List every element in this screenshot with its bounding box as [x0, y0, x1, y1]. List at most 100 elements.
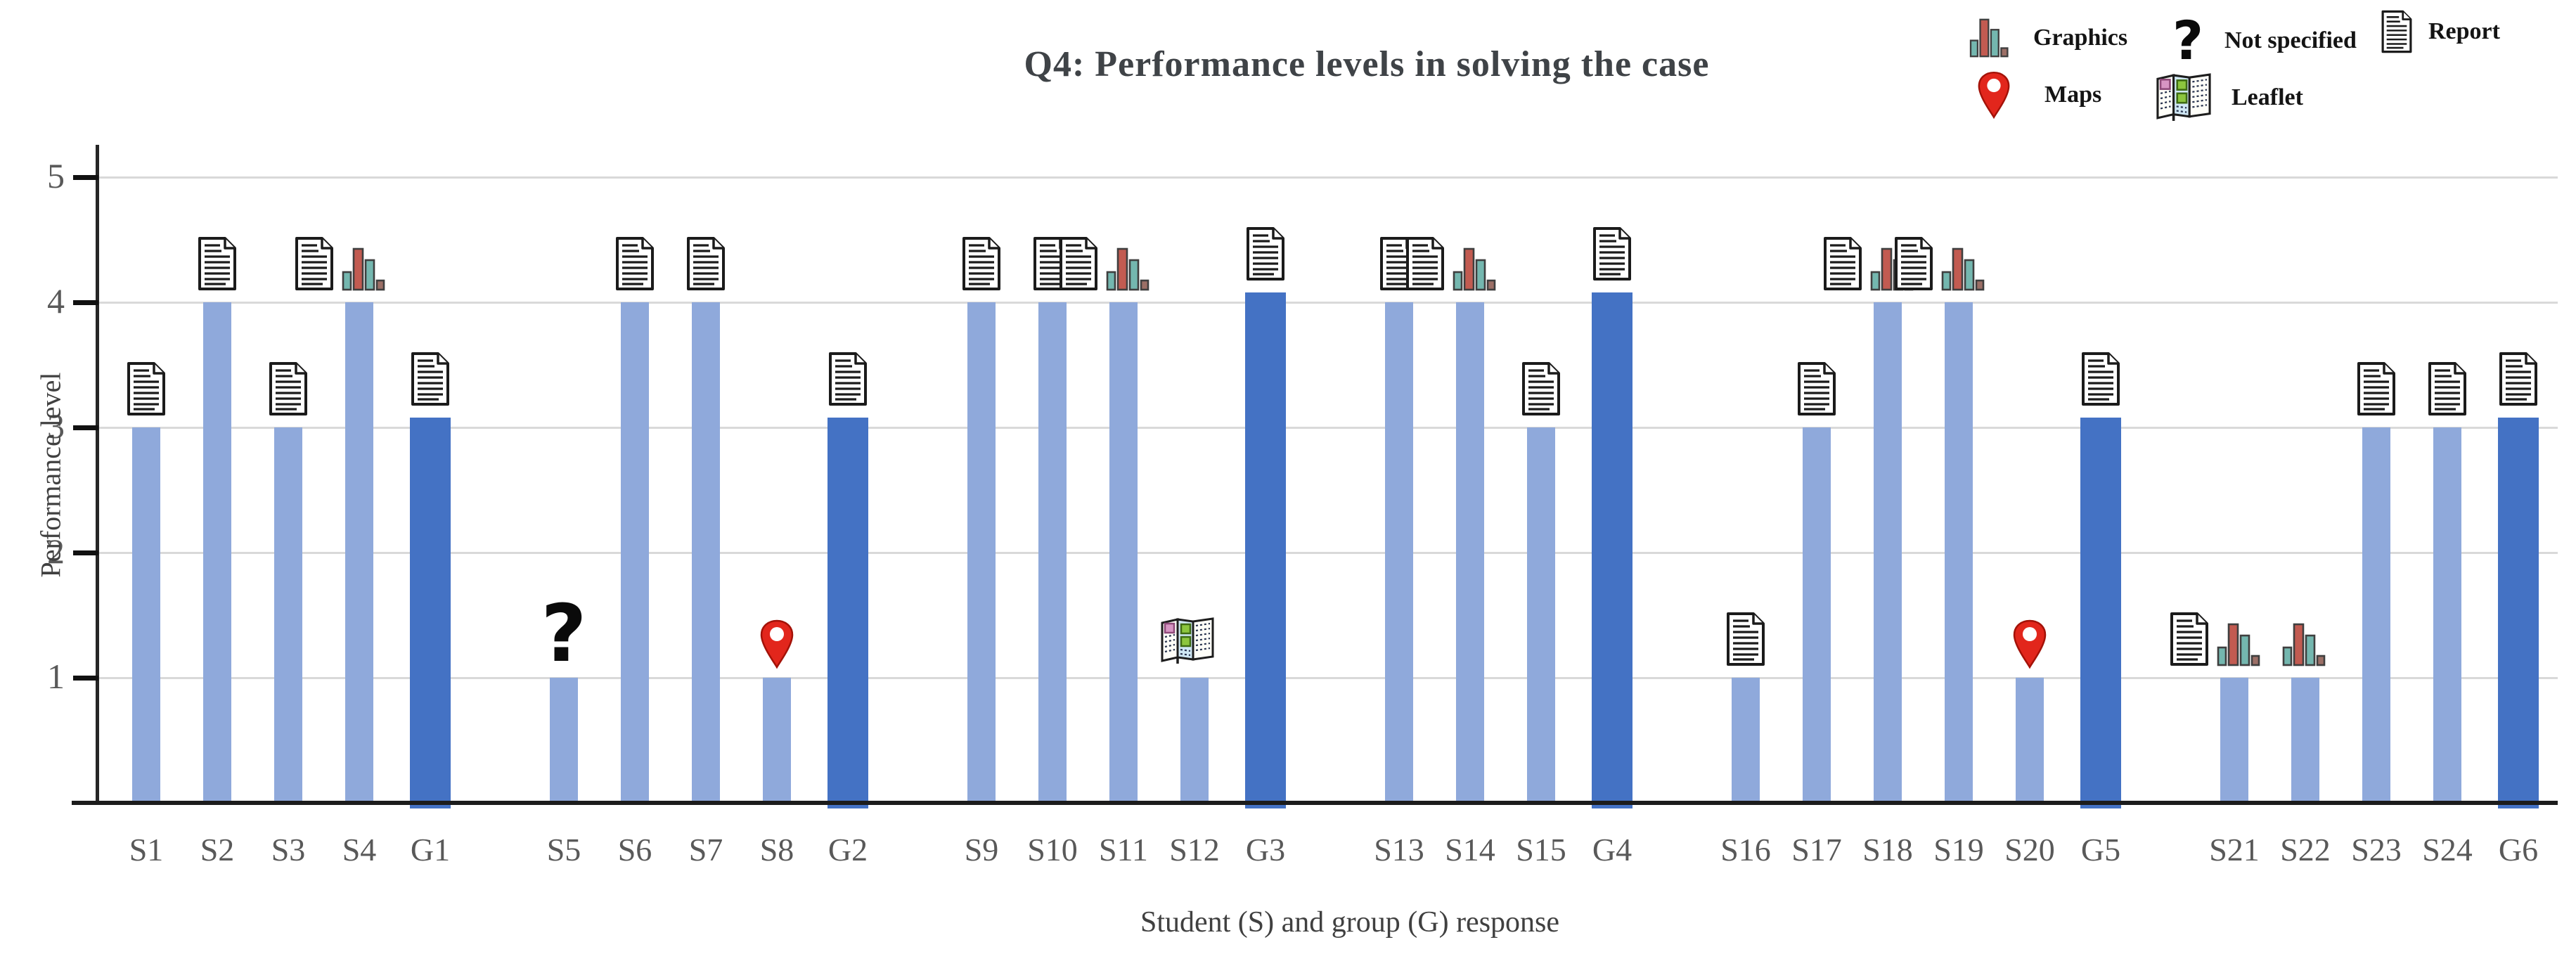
maps-icon [758, 619, 796, 669]
y-tick-label: 1 [47, 657, 65, 696]
graphics-icon [1963, 18, 2018, 58]
gridline [98, 677, 2558, 679]
report-icon [1521, 361, 1561, 416]
report-icon [2499, 352, 2538, 406]
legend-item-graphics: Graphics [1963, 18, 2127, 58]
x-tick-label-s11: S11 [1099, 832, 1148, 868]
x-tick-label-g1: G1 [410, 832, 451, 868]
x-axis-title: Student (S) and group (G) response [1140, 906, 1560, 939]
bar-g6 [2498, 418, 2539, 808]
y-tick [73, 550, 98, 555]
bar-s21 [2220, 678, 2248, 803]
report-icon [1894, 236, 1933, 291]
report-icon [615, 236, 655, 291]
x-tick-label-g4: G4 [1592, 832, 1632, 868]
x-tick-label-s9: S9 [964, 832, 999, 868]
leaflet-icon [2151, 73, 2216, 122]
bar-s12 [1180, 678, 1209, 803]
report-icon [1246, 226, 1285, 281]
bar-s6 [621, 302, 649, 803]
bar-s23 [2362, 427, 2390, 803]
bar-s5 [550, 678, 578, 803]
x-tick-label-s15: S15 [1516, 832, 1566, 868]
report-icon [2170, 612, 2209, 666]
report-icon [295, 236, 334, 291]
x-tick-label-s3: S3 [271, 832, 306, 868]
bar-g1 [410, 418, 451, 808]
bar-g5 [2080, 418, 2121, 808]
bar-s7 [692, 302, 720, 803]
legend-label: Not specified [2224, 27, 2357, 53]
y-tick [73, 300, 98, 305]
x-tick-label-s4: S4 [342, 832, 377, 868]
bar-g4 [1592, 292, 1632, 808]
x-tick-label-s22: S22 [2280, 832, 2331, 868]
x-tick-label-s21: S21 [2209, 832, 2260, 868]
report-icon [828, 352, 868, 406]
bar-g2 [827, 418, 868, 808]
legend-item-report: Report [2381, 10, 2500, 53]
y-tick [73, 175, 98, 180]
graphics-icon [342, 247, 388, 291]
report-icon [2081, 352, 2120, 406]
report-icon [198, 236, 237, 291]
legend-label: Report [2428, 18, 2500, 44]
report-icon [411, 352, 450, 406]
bar-s17 [1803, 427, 1831, 803]
x-tick-label-s24: S24 [2422, 832, 2473, 868]
graphics-icon [2282, 623, 2329, 666]
x-tick-label-g6: G6 [2498, 832, 2539, 868]
bar-s14 [1456, 302, 1484, 803]
gridline [98, 302, 2558, 304]
report-icon [127, 361, 166, 416]
bar-s9 [967, 302, 996, 803]
bar-s10 [1038, 302, 1067, 803]
legend-item-leaflet: Leaflet [2151, 73, 2303, 122]
bar-s1 [132, 427, 160, 803]
y-tick [73, 425, 98, 430]
maps-icon [2011, 619, 2049, 669]
report-icon [2381, 10, 2413, 53]
report-icon [2428, 361, 2467, 416]
x-tick-label-s12: S12 [1169, 832, 1220, 868]
gridline [98, 552, 2558, 554]
bar-s11 [1109, 302, 1138, 803]
x-tick-label-s23: S23 [2351, 832, 2402, 868]
bar-s22 [2291, 678, 2319, 803]
y-axis-title: Performance level [34, 372, 67, 578]
page-title: Q4: Performance levels in solving the ca… [1024, 44, 1710, 84]
report-icon [686, 236, 726, 291]
bar-s20 [2016, 678, 2044, 803]
bar-s2 [203, 302, 231, 803]
x-tick-label-s17: S17 [1791, 832, 1842, 868]
question-mark-icon: ? [2172, 9, 2204, 72]
legend-label: Maps [2044, 82, 2102, 108]
report-icon [1823, 236, 1862, 291]
report-icon [1592, 226, 1632, 281]
x-tick-label-s18: S18 [1862, 832, 1913, 868]
graphics-icon [1941, 247, 1988, 291]
y-axis-line [96, 145, 99, 804]
report-icon [1405, 236, 1445, 291]
gridline [98, 427, 2558, 429]
y-tick [73, 676, 98, 681]
bar-s16 [1732, 678, 1760, 803]
gridline [98, 176, 2558, 179]
x-tick-label-g2: G2 [827, 832, 868, 868]
y-tick-label: 5 [47, 156, 65, 195]
bar-s8 [763, 678, 791, 803]
legend-item-maps: Maps [1976, 70, 2101, 120]
x-tick-label-s13: S13 [1374, 832, 1424, 868]
report-icon [1726, 612, 1765, 666]
x-tick-label-s1: S1 [129, 832, 164, 868]
x-tick-label-g5: G5 [2080, 832, 2121, 868]
y-tick-label: 3 [47, 406, 65, 446]
x-tick-label-s6: S6 [617, 832, 652, 868]
bar-s19 [1945, 302, 1973, 803]
graphics-icon [1106, 247, 1152, 291]
x-tick-label-s2: S2 [200, 832, 235, 868]
x-tick-label-s10: S10 [1027, 832, 1078, 868]
legend-item-not-specified: ? Not specified [2167, 9, 2357, 72]
bar-s13 [1385, 302, 1413, 803]
